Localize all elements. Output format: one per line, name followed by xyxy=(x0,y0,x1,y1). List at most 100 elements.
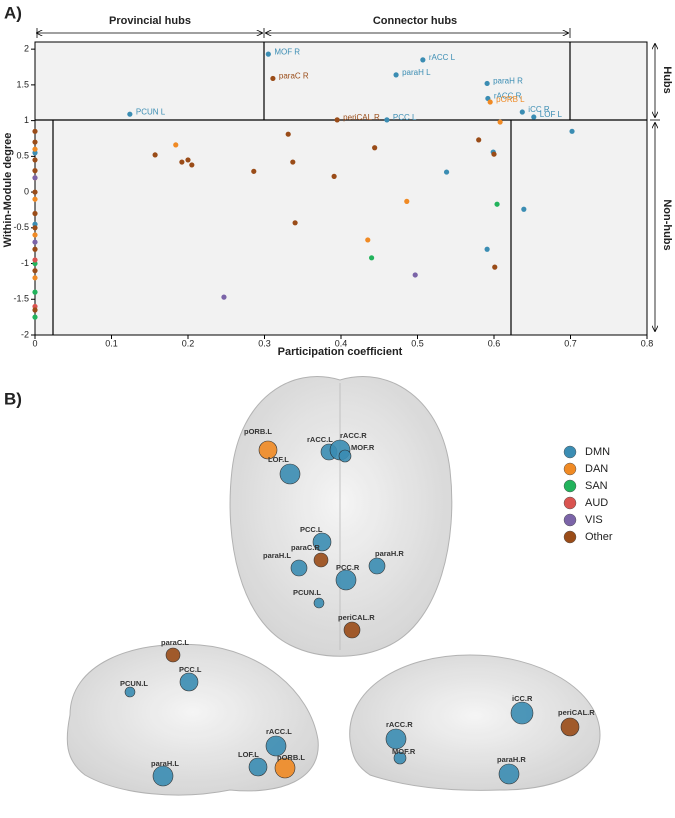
y-tick-label: -2 xyxy=(21,329,29,339)
point xyxy=(443,169,450,175)
node-label: LOF.L xyxy=(238,750,259,759)
brain-node xyxy=(274,757,296,779)
point xyxy=(270,75,276,82)
node-label: paraH.R xyxy=(497,755,526,764)
point xyxy=(32,196,38,202)
panel-label: B) xyxy=(4,389,22,408)
brain-node xyxy=(313,552,329,568)
node-label: periCAL.R xyxy=(338,613,375,622)
point xyxy=(497,119,503,125)
brain-node xyxy=(313,597,325,609)
point xyxy=(404,198,410,204)
y-tick-label: -0.5 xyxy=(13,222,29,232)
node-label: PCUN.L xyxy=(293,588,321,597)
legend-label: DMN xyxy=(585,446,610,458)
brain-nodes: pORB.L rACC.L rACC.R MOF.R LOF.L PCC.L paraC.R… xyxy=(120,427,595,787)
legend-label: AUD xyxy=(585,497,608,509)
point xyxy=(519,109,525,115)
point xyxy=(173,142,179,148)
point xyxy=(32,260,38,267)
annotation: Connector hubs xyxy=(373,15,457,27)
point xyxy=(476,137,482,143)
x-axis-title: Participation coefficient xyxy=(278,346,403,358)
point xyxy=(152,152,158,158)
point xyxy=(32,168,38,174)
point xyxy=(285,131,291,137)
point xyxy=(487,99,493,105)
point xyxy=(420,57,426,63)
point xyxy=(384,117,390,123)
node-label: PCC.L xyxy=(179,665,202,674)
point xyxy=(32,246,38,252)
brain-node xyxy=(152,765,174,787)
point xyxy=(521,206,527,212)
point-label: periCAL R xyxy=(343,113,380,122)
point xyxy=(251,168,257,174)
brain-node xyxy=(560,717,580,737)
point xyxy=(484,246,490,252)
legend-label: SAN xyxy=(585,480,608,492)
point xyxy=(290,159,296,165)
y-tick-label: -1.5 xyxy=(13,294,29,304)
point xyxy=(32,189,38,195)
point xyxy=(32,257,38,263)
point xyxy=(412,272,418,278)
node-label: rACC.R xyxy=(340,431,367,440)
y-tick-label: 0.5 xyxy=(16,151,29,161)
point xyxy=(32,314,38,320)
brain-node xyxy=(124,686,136,698)
point-label: rACC L xyxy=(429,53,456,62)
legend-label: DAN xyxy=(585,463,608,475)
x-tick-label: 0.4 xyxy=(335,338,348,348)
legend-marker xyxy=(563,513,577,527)
brain-node xyxy=(279,463,301,485)
brain-node xyxy=(290,559,308,577)
point-label: paraH L xyxy=(402,68,431,77)
legend-marker xyxy=(563,479,577,493)
point-label: LOF L xyxy=(540,110,563,119)
brain-node xyxy=(258,440,278,460)
brain-node xyxy=(368,557,386,575)
y-tick-label: 1 xyxy=(24,115,29,125)
brain-node xyxy=(179,672,199,692)
point xyxy=(491,151,497,157)
point xyxy=(32,232,38,238)
legend-marker xyxy=(563,496,577,510)
node-label: periCAL.R xyxy=(558,708,595,717)
point xyxy=(292,220,298,226)
point xyxy=(365,237,371,243)
brain-node xyxy=(248,757,268,777)
point xyxy=(32,221,38,227)
point-label: paraH R xyxy=(493,77,523,86)
point xyxy=(185,157,191,163)
region-lines xyxy=(35,42,647,335)
brain-views xyxy=(66,376,601,796)
point-label: PCC L xyxy=(393,113,417,122)
brain-node xyxy=(498,763,520,785)
node-label: paraH.L xyxy=(151,759,179,768)
node-label: pORB.L xyxy=(244,427,272,436)
brain-node xyxy=(393,751,407,765)
point xyxy=(32,275,38,281)
point xyxy=(331,173,337,179)
y-tick-label: 1.5 xyxy=(16,79,29,89)
panel-label: A) xyxy=(4,3,22,22)
node-label: pORB.L xyxy=(277,753,305,762)
legend: DMN DAN SAN AUD VIS Other xyxy=(563,445,613,544)
annotation: Provincial hubs xyxy=(109,15,191,27)
node-label: rACC.L xyxy=(307,435,333,444)
point-label: PCUN L xyxy=(136,107,166,116)
x-tick-label: 0.1 xyxy=(105,338,118,348)
point xyxy=(32,268,38,274)
point xyxy=(32,289,38,295)
point xyxy=(32,239,38,245)
point xyxy=(221,294,227,300)
point xyxy=(32,210,38,217)
node-label: PCC.R xyxy=(336,563,360,572)
node-label: rACC.R xyxy=(386,720,413,729)
x-tick-label: 0 xyxy=(32,338,37,348)
point xyxy=(179,159,185,165)
node-label: rACC.L xyxy=(266,727,292,736)
point xyxy=(334,117,340,123)
